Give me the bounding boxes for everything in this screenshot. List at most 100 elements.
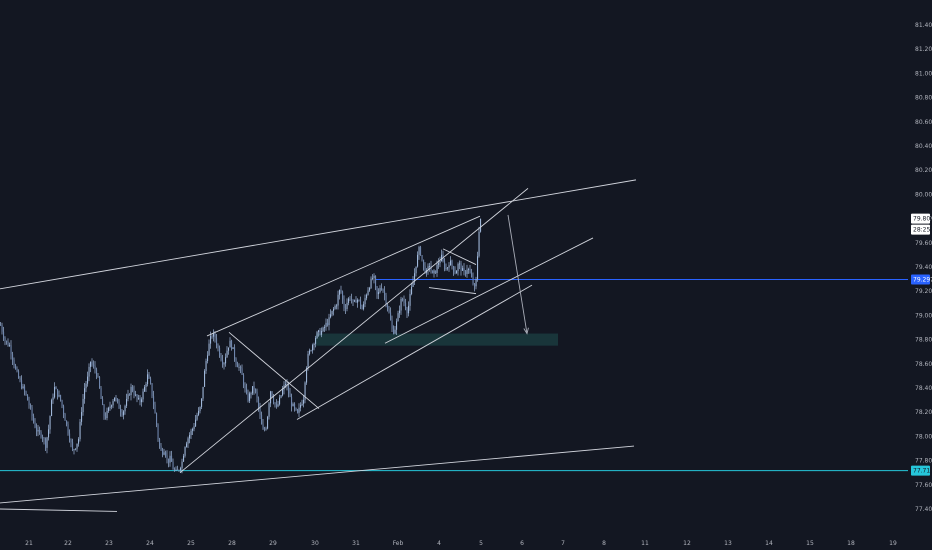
candle-body (310, 350, 312, 352)
candle (439, 256, 441, 268)
candle-body (64, 413, 66, 421)
candle-body (474, 284, 476, 287)
candle-body (240, 367, 242, 369)
trendline-8[interactable] (442, 248, 477, 265)
candle-body (130, 386, 132, 396)
candle (312, 343, 314, 354)
candle-body (331, 310, 333, 315)
trendline-10[interactable] (0, 508, 118, 512)
candle (97, 373, 99, 378)
trendline-4[interactable] (206, 215, 481, 337)
trendline-5[interactable] (296, 284, 533, 420)
candle-body (81, 412, 83, 422)
price-axis[interactable]: 81.400 81.200 81.000 80.800 80.600 80.400 80.2… (915, 22, 932, 513)
price-axis-tick-label: 78.400 (915, 385, 932, 392)
time-axis[interactable]: 21 22 23 24 25 28 29 30 31 Feb 4 5 6 7 8 11 12 13 14 15 18 19 (25, 540, 897, 547)
candle-body (171, 455, 173, 462)
candle (427, 263, 429, 275)
candle (280, 395, 282, 399)
candle-body (289, 393, 291, 398)
candle-body (142, 391, 144, 400)
candle (421, 255, 423, 262)
candle (87, 371, 89, 387)
candle (114, 397, 116, 402)
candle (126, 393, 128, 408)
candle (357, 298, 359, 308)
candle-body (370, 278, 372, 289)
candle-body (127, 394, 129, 399)
candle (22, 383, 24, 390)
candle-body (172, 461, 174, 470)
candle (363, 301, 365, 311)
candle-body (244, 385, 246, 389)
candle (42, 434, 44, 443)
candle (291, 393, 293, 412)
candle-body (9, 345, 11, 347)
candle-body (135, 394, 137, 396)
trendline-3[interactable] (179, 188, 529, 474)
candle (462, 265, 464, 271)
candle (52, 393, 54, 404)
candle (165, 450, 167, 458)
candle-body (225, 357, 227, 364)
trendline-1[interactable] (0, 179, 637, 290)
candle (304, 381, 306, 404)
candle (147, 369, 149, 387)
candle (292, 402, 294, 407)
candle-body (91, 361, 93, 365)
candle-body (303, 399, 305, 404)
candle-body (156, 413, 158, 425)
candle (444, 258, 446, 272)
candle (451, 259, 453, 270)
candle (196, 412, 198, 421)
candle-body (124, 405, 126, 412)
candle-body (190, 430, 192, 436)
candle-body (22, 386, 24, 389)
candle (322, 326, 324, 333)
candle-body (292, 403, 294, 407)
candle (399, 305, 401, 318)
candle-body (307, 353, 309, 368)
candle (402, 297, 404, 302)
candle-body (480, 218, 482, 232)
trendline-2[interactable] (0, 445, 635, 504)
candle-body (228, 347, 230, 351)
candle (297, 408, 299, 414)
trendlines-layer[interactable] (0, 179, 637, 512)
candle (162, 447, 164, 458)
trendline-6[interactable] (384, 237, 594, 344)
candle (237, 361, 239, 368)
candle (448, 262, 450, 272)
candle (207, 351, 209, 364)
candle-body (384, 291, 386, 296)
projection-arrow-line[interactable] (507, 214, 528, 334)
candle (334, 304, 336, 310)
candle (145, 381, 147, 393)
candle-body (282, 389, 284, 396)
candle (315, 335, 317, 348)
candle (15, 363, 17, 370)
time-axis-tick-label: 18 (847, 540, 855, 547)
candle-body (379, 288, 381, 293)
candle (289, 388, 291, 398)
candle-body (49, 416, 51, 430)
horizontal-levels-layer (0, 278, 908, 472)
price-axis-tick-label: 77.800 (915, 458, 932, 465)
candle-body (288, 386, 290, 394)
trendline-9[interactable] (428, 287, 477, 295)
candle-body (180, 468, 182, 471)
candle (85, 380, 87, 393)
candle (154, 401, 156, 414)
candle (268, 401, 270, 420)
candle-body (313, 343, 315, 346)
candle (150, 376, 152, 385)
candle-body (328, 317, 330, 326)
candle-body (321, 331, 323, 335)
candle (459, 260, 461, 270)
candle (279, 394, 281, 406)
candle-body (330, 314, 332, 318)
candle (405, 298, 407, 311)
trendline-7[interactable] (228, 331, 320, 409)
